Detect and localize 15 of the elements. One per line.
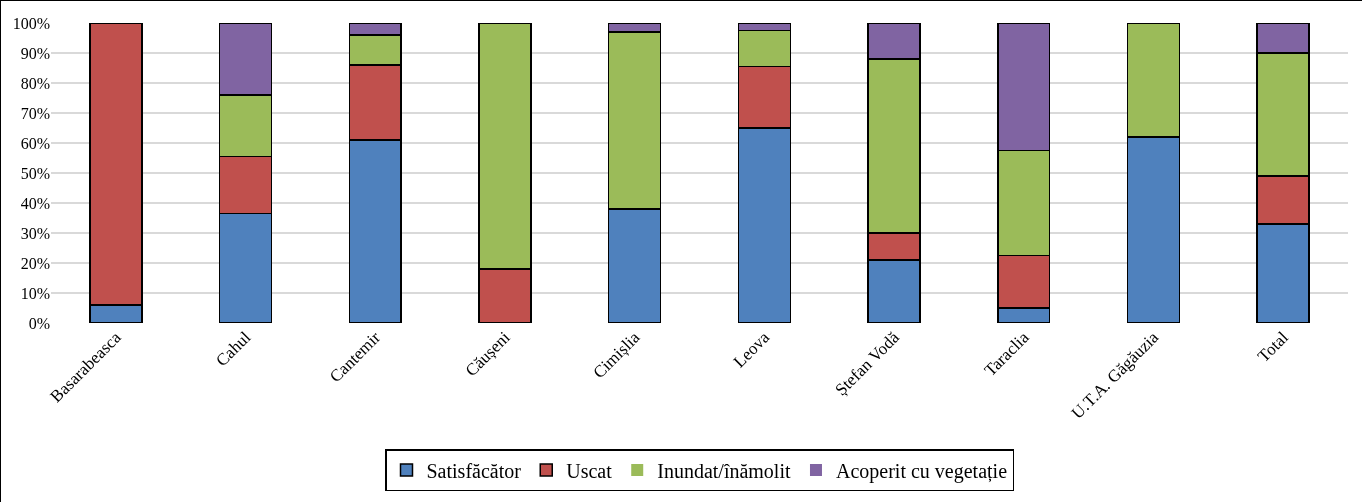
y-tick-label: 100% — [12, 14, 50, 32]
legend-label: Inundat/înămolit — [657, 459, 791, 482]
y-tick-label: 80% — [20, 74, 50, 92]
legend-label: Acoperit cu vegetație — [835, 459, 1008, 483]
legend-label: Uscat — [566, 459, 613, 482]
y-tick-label: 70% — [20, 104, 50, 122]
y-tick-label: 50% — [20, 164, 50, 182]
y-tick-label: 0% — [28, 314, 50, 332]
y-tick-label: 40% — [20, 194, 50, 212]
y-tick-label: 20% — [20, 254, 50, 272]
y-tick-label: 90% — [20, 44, 50, 62]
y-tick-label: 30% — [20, 224, 50, 242]
y-tick-label: 10% — [20, 284, 50, 302]
y-tick-label: 60% — [20, 134, 50, 152]
legend-label: Satisfăcător — [426, 459, 522, 482]
